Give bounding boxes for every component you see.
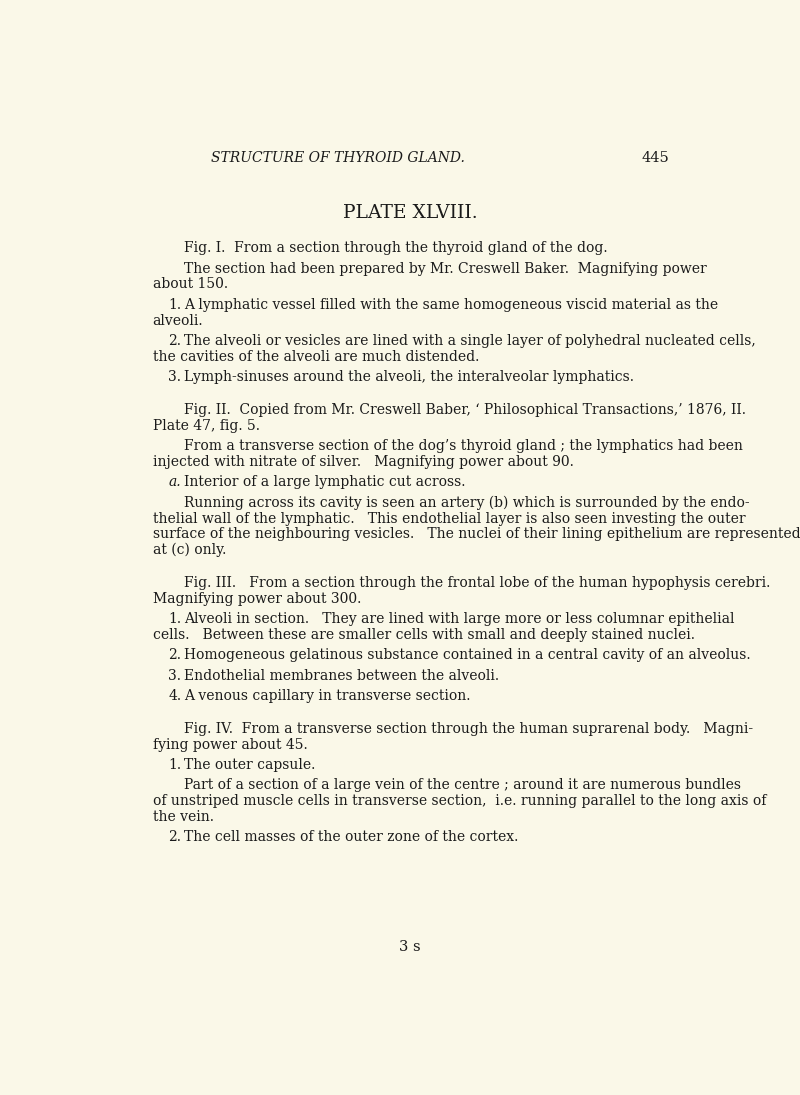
Text: PLATE XLVIII.: PLATE XLVIII. <box>342 204 478 221</box>
Text: Endothelial membranes between the alveoli.: Endothelial membranes between the alveol… <box>184 669 499 682</box>
Text: The alveoli or vesicles are lined with a single layer of polyhedral nucleated ce: The alveoli or vesicles are lined with a… <box>184 334 755 348</box>
Text: injected with nitrate of silver.   Magnifying power about 90.: injected with nitrate of silver. Magnify… <box>153 454 574 469</box>
Text: STRUCTURE OF THYROID GLAND.: STRUCTURE OF THYROID GLAND. <box>211 151 465 165</box>
Text: 445: 445 <box>642 151 670 165</box>
Text: Fig. III.   From a section through the frontal lobe of the human hypophysis cere: Fig. III. From a section through the fro… <box>184 576 770 590</box>
Text: 3 s: 3 s <box>399 941 421 955</box>
Text: 1.: 1. <box>168 612 182 626</box>
Text: 2.: 2. <box>168 830 181 844</box>
Text: Running across its cavity is seen an artery (b) which is surrounded by the endo-: Running across its cavity is seen an art… <box>184 495 750 510</box>
Text: The section had been prepared by Mr. Creswell Baker.  Magnifying power: The section had been prepared by Mr. Cre… <box>184 262 706 276</box>
Text: the vein.: the vein. <box>153 810 214 823</box>
Text: Plate 47, fig. 5.: Plate 47, fig. 5. <box>153 418 260 433</box>
Text: cells.   Between these are smaller cells with small and deeply stained nuclei.: cells. Between these are smaller cells w… <box>153 627 694 642</box>
Text: of unstriped muscle cells in transverse section,  i.e. running parallel to the l: of unstriped muscle cells in transverse … <box>153 794 766 808</box>
Text: 1.: 1. <box>168 758 182 772</box>
Text: 3.: 3. <box>168 370 181 384</box>
Text: The outer capsule.: The outer capsule. <box>184 758 315 772</box>
Text: A venous capillary in transverse section.: A venous capillary in transverse section… <box>184 689 470 703</box>
Text: Lymph-sinuses around the alveoli, the interalveolar lymphatics.: Lymph-sinuses around the alveoli, the in… <box>184 370 634 384</box>
Text: 2.: 2. <box>168 648 181 662</box>
Text: alveoli.: alveoli. <box>153 313 203 327</box>
Text: 3.: 3. <box>168 669 181 682</box>
Text: 4.: 4. <box>168 689 182 703</box>
Text: thelial wall of the lymphatic.   This endothelial layer is also seen investing t: thelial wall of the lymphatic. This endo… <box>153 511 746 526</box>
Text: fying power about 45.: fying power about 45. <box>153 738 307 751</box>
Text: Part of a section of a large vein of the centre ; around it are numerous bundles: Part of a section of a large vein of the… <box>184 779 741 793</box>
Text: Homogeneous gelatinous substance contained in a central cavity of an alveolus.: Homogeneous gelatinous substance contain… <box>184 648 750 662</box>
Text: a.: a. <box>168 475 181 489</box>
Text: about 150.: about 150. <box>153 277 228 291</box>
Text: 2.: 2. <box>168 334 181 348</box>
Text: Interior of a large lymphatic cut across.: Interior of a large lymphatic cut across… <box>184 475 466 489</box>
Text: The cell masses of the outer zone of the cortex.: The cell masses of the outer zone of the… <box>184 830 518 844</box>
Text: Fig. II.  Copied from Mr. Creswell Baber, ‘ Philosophical Transactions,’ 1876, I: Fig. II. Copied from Mr. Creswell Baber,… <box>184 403 746 417</box>
Text: Alveoli in section.   They are lined with large more or less columnar epithelial: Alveoli in section. They are lined with … <box>184 612 734 626</box>
Text: 1.: 1. <box>168 298 182 312</box>
Text: at (c) only.: at (c) only. <box>153 543 226 557</box>
Text: the cavities of the alveoli are much distended.: the cavities of the alveoli are much dis… <box>153 350 479 364</box>
Text: From a transverse section of the dog’s thyroid gland ; the lymphatics had been: From a transverse section of the dog’s t… <box>184 439 742 453</box>
Text: Fig. IV.  From a transverse section through the human suprarenal body.   Magni-: Fig. IV. From a transverse section throu… <box>184 722 753 736</box>
Text: A lymphatic vessel filled with the same homogeneous viscid material as the: A lymphatic vessel filled with the same … <box>184 298 718 312</box>
Text: Fig. I.  From a section through the thyroid gland of the dog.: Fig. I. From a section through the thyro… <box>184 241 607 255</box>
Text: Magnifying power about 300.: Magnifying power about 300. <box>153 591 361 606</box>
Text: surface of the neighbouring vesicles.   The nuclei of their lining epithelium ar: surface of the neighbouring vesicles. Th… <box>153 528 800 541</box>
